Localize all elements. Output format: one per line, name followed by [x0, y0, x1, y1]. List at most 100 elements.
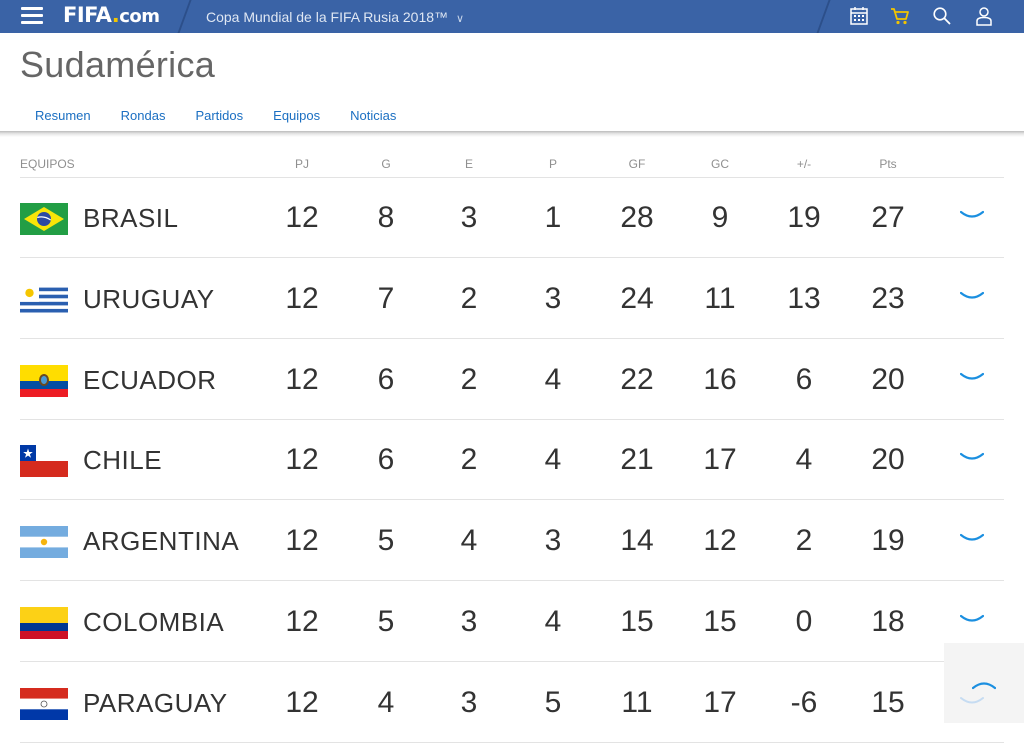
colombia-flag-icon [20, 607, 68, 639]
team-name: ECUADOR [83, 365, 217, 395]
table-row[interactable]: COLOMBIA 12 5 3 4 15 15 0 18 [20, 581, 1004, 662]
search-icon[interactable] [932, 6, 952, 26]
cell-pts: 20 [871, 363, 905, 396]
cell-pts: 15 [871, 686, 905, 719]
table-row[interactable]: ECUADOR 12 6 2 4 22 16 6 20 [20, 339, 1004, 420]
team-name: URUGUAY [83, 284, 215, 314]
cell-e: 4 [460, 524, 478, 557]
cell-diff: 13 [787, 282, 821, 315]
divider [175, 0, 193, 33]
table-row[interactable]: URUGUAY 12 7 2 3 24 11 13 23 [20, 258, 1004, 339]
column-header-gc: GC [711, 157, 729, 171]
tab-resumen[interactable]: Resumen [35, 108, 91, 123]
divider [814, 0, 832, 33]
tab-rondas[interactable]: Rondas [105, 99, 181, 134]
table-row[interactable]: PARAGUAY 12 4 3 5 11 17 -6 15 [20, 662, 1004, 743]
chevron-down-icon[interactable] [960, 209, 984, 223]
cell-pj: 12 [285, 686, 319, 719]
chevron-down-icon[interactable] [960, 371, 984, 385]
user-icon[interactable] [974, 6, 994, 26]
top-navigation-bar: FIFA.com Copa Mundial de la FIFA Rusia 2… [0, 0, 1024, 33]
table-row[interactable]: CHILE 12 6 2 4 21 17 4 20 [20, 419, 1004, 500]
header-shadow [0, 131, 1024, 137]
cell-g: 5 [377, 605, 395, 638]
argentina-flag-icon [20, 526, 68, 558]
column-header-team: EQUIPOS [20, 157, 75, 171]
cell-g: 5 [377, 524, 395, 557]
cell-gc: 12 [703, 524, 737, 557]
calendar-icon[interactable] [849, 6, 869, 26]
hamburger-menu-icon[interactable] [21, 6, 43, 26]
scroll-to-top-button[interactable] [944, 643, 1024, 723]
cell-g: 6 [377, 443, 395, 476]
cell-gc: 11 [704, 282, 736, 315]
cell-pj: 12 [285, 363, 319, 396]
team-name: PARAGUAY [83, 688, 228, 718]
cell-pts: 23 [871, 282, 905, 315]
column-header-diff: +/- [796, 157, 812, 171]
cell-gc: 9 [711, 201, 729, 234]
cell-p: 5 [544, 686, 562, 719]
cell-gf: 15 [620, 605, 654, 638]
cell-g: 4 [377, 686, 395, 719]
cell-p: 4 [544, 605, 562, 638]
cell-pj: 12 [285, 443, 319, 476]
cell-g: 8 [377, 201, 395, 234]
fifa-logo[interactable]: FIFA.com [63, 3, 160, 27]
cell-e: 3 [460, 605, 478, 638]
cell-p: 4 [544, 443, 562, 476]
table-row[interactable]: BRASIL 12 8 3 1 28 9 19 27 [20, 177, 1004, 258]
chevron-down-icon [960, 697, 984, 704]
cell-e: 3 [460, 201, 478, 234]
team-name: ARGENTINA [83, 526, 240, 556]
brazil-flag-icon [20, 203, 68, 235]
standings-table-header: EQUIPOS PJ G E P GF GC +/- Pts [20, 156, 1004, 178]
ecuador-flag-icon [20, 365, 68, 397]
cart-icon[interactable] [890, 6, 910, 26]
chevron-down-icon[interactable] [960, 451, 984, 465]
cell-diff: 6 [795, 363, 813, 396]
cell-diff: 0 [795, 605, 813, 638]
cell-g: 7 [377, 282, 395, 315]
chevron-down-icon[interactable] [960, 613, 984, 627]
tab-noticias[interactable]: Noticias [350, 108, 397, 123]
chevron-down-icon: ∨ [456, 13, 465, 25]
cell-pj: 12 [285, 201, 319, 234]
tournament-label: Copa Mundial de la FIFA Rusia 2018™ [206, 9, 449, 25]
page-title: Sudamérica [20, 44, 216, 85]
cell-pj: 12 [285, 282, 319, 315]
chevron-down-icon[interactable] [960, 290, 984, 304]
tab-equipos[interactable]: Equipos [273, 108, 321, 123]
chevron-down-icon[interactable] [960, 532, 984, 546]
team-name: CHILE [83, 445, 163, 475]
column-header-pts: Pts [879, 157, 897, 171]
cell-g: 6 [377, 363, 395, 396]
column-header-gf: GF [628, 157, 646, 171]
tab-partidos[interactable]: Partidos [195, 108, 244, 123]
paraguay-flag-icon [20, 688, 68, 720]
chile-flag-icon [20, 445, 68, 477]
cell-e: 2 [460, 363, 478, 396]
section-tabs: Resumen Rondas Partidos Equipos Noticias [20, 99, 411, 134]
column-header-pj: PJ [294, 157, 309, 171]
cell-diff: 19 [787, 201, 821, 234]
cell-gf: 14 [620, 524, 654, 557]
tournament-selector[interactable]: Copa Mundial de la FIFA Rusia 2018™ ∨ [206, 9, 464, 25]
team-name: BRASIL [83, 203, 179, 233]
cell-p: 3 [544, 524, 562, 557]
cell-e: 2 [460, 282, 478, 315]
cell-gf: 21 [620, 443, 654, 476]
table-row[interactable]: ARGENTINA 12 5 4 3 14 12 2 19 [20, 500, 1004, 581]
cell-p: 3 [544, 282, 562, 315]
column-header-e: E [464, 157, 473, 171]
cell-pts: 27 [871, 201, 905, 234]
cell-e: 2 [460, 443, 478, 476]
cell-gf: 24 [620, 282, 654, 315]
cell-gc: 16 [703, 363, 737, 396]
column-header-p: P [548, 157, 557, 171]
cell-p: 1 [544, 201, 562, 234]
cell-pj: 12 [285, 524, 319, 557]
column-header-g: G [381, 157, 391, 171]
cell-gf: 22 [620, 363, 654, 396]
cell-e: 3 [460, 686, 478, 719]
